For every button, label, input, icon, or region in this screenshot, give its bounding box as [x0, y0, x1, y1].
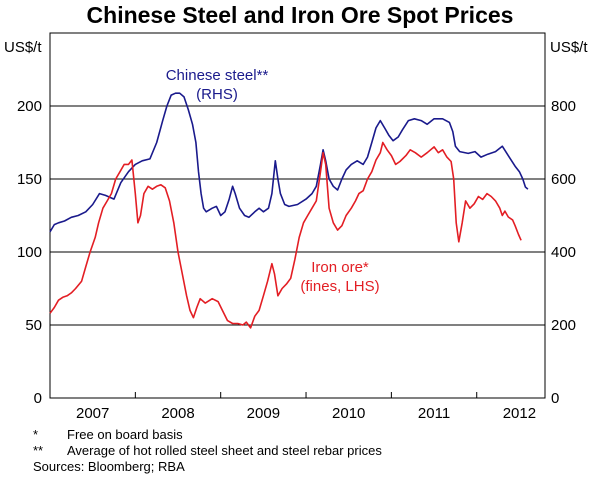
iron-series-label: Iron ore*	[311, 259, 369, 276]
right-tick-label: 0	[551, 390, 559, 407]
right-tick-label: 800	[551, 98, 576, 115]
iron-ore-line	[49, 141, 522, 329]
plot-frame	[49, 32, 546, 399]
left-axis-unit-label: US$/t	[4, 39, 42, 56]
chart-title: Chinese Steel and Iron Ore Spot Prices	[86, 2, 514, 28]
chinese-steel-line	[49, 92, 529, 233]
left-tick-label: 150	[17, 171, 42, 188]
footnote-mark: *	[33, 427, 39, 442]
sources: Sources: Bloomberg; RBA	[33, 459, 185, 474]
right-tick-label: 400	[551, 244, 576, 261]
footnote-fob: * Free on board basis	[33, 427, 183, 442]
right-tick-label: 200	[551, 317, 576, 334]
x-tick-label: 2011	[418, 405, 450, 422]
footnote-steel-avg: ** Average of hot rolled steel sheet and …	[33, 443, 382, 458]
iron-series-axis-label: (fines, LHS)	[300, 278, 379, 295]
footnote-text: Free on board basis	[67, 427, 183, 442]
right-tick-label: 600	[551, 171, 576, 188]
x-tick-label: 2007	[76, 405, 109, 422]
steel-series-axis-label: (RHS)	[196, 86, 238, 103]
left-tick-label: 200	[17, 98, 42, 115]
right-axis-unit-label: US$/t	[550, 39, 588, 56]
x-tick-label: 2008	[161, 405, 194, 422]
footnote-mark: **	[33, 443, 44, 458]
left-tick-label: 50	[25, 317, 42, 334]
footnote-text: Average of hot rolled steel sheet and st…	[67, 443, 382, 458]
x-tick-label: 2012	[503, 405, 536, 422]
x-tick-label: 2009	[247, 405, 280, 422]
x-tick-label: 2010	[332, 405, 365, 422]
steel-series-label: Chinese steel**	[166, 67, 269, 84]
left-tick-label: 0	[34, 390, 42, 407]
left-tick-label: 100	[17, 244, 42, 261]
